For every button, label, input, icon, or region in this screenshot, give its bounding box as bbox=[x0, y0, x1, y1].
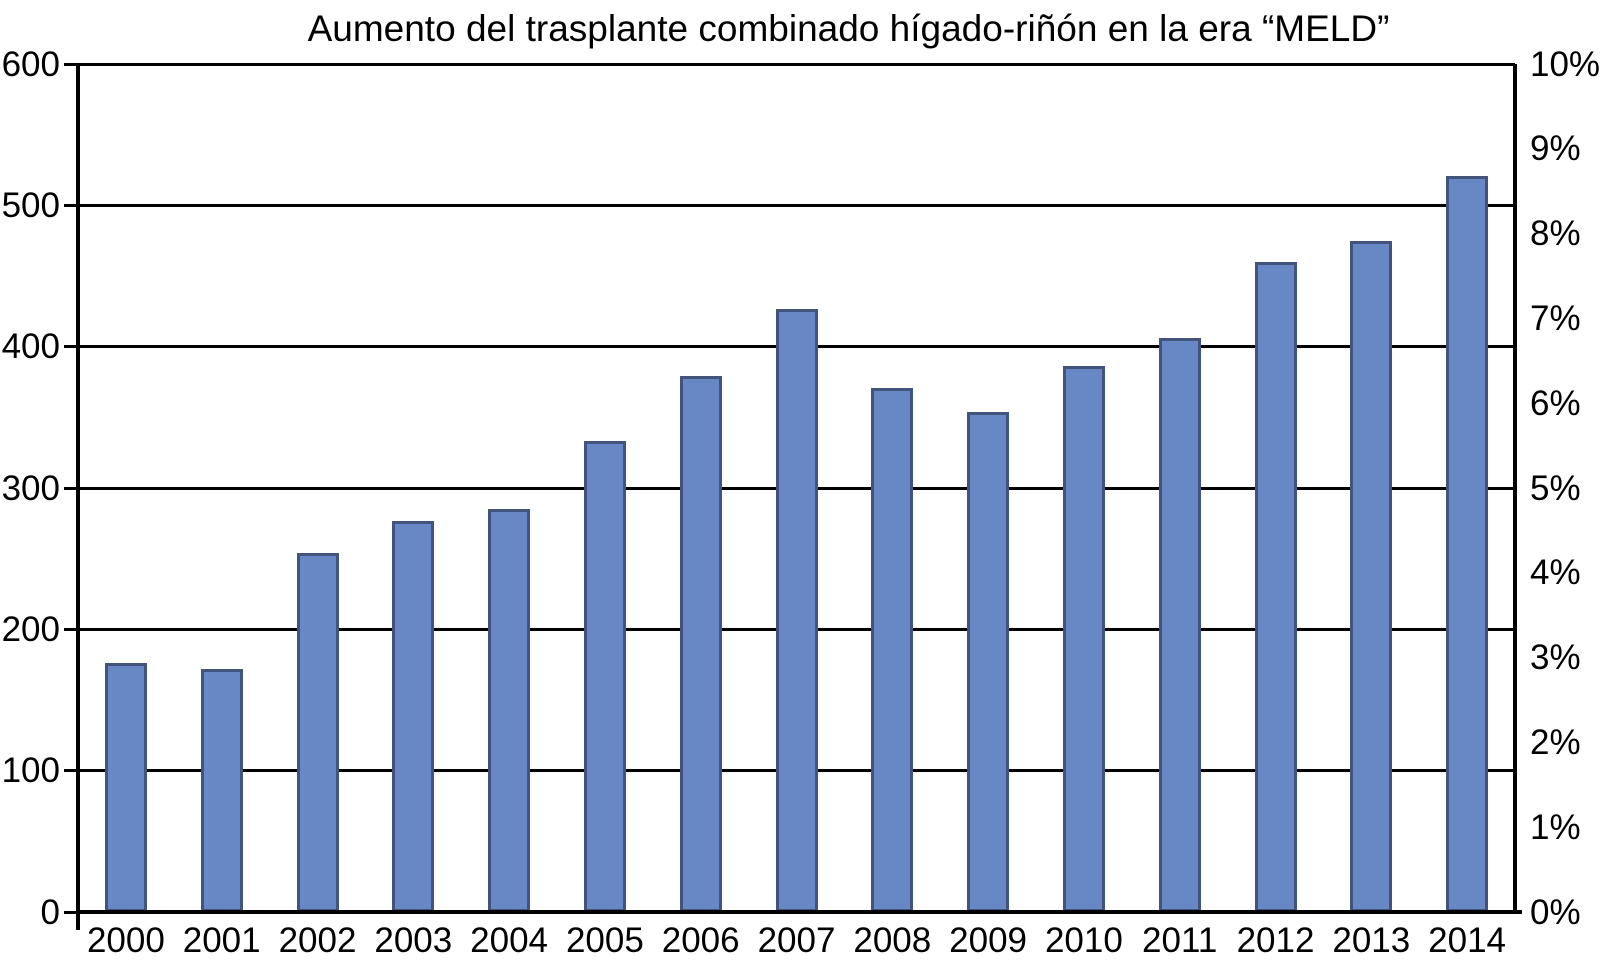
y-axis-tick-label-right: 9% bbox=[1530, 129, 1581, 169]
y-axis-tick-left bbox=[64, 627, 78, 631]
x-axis-tick-label: 2005 bbox=[565, 921, 644, 960]
bar-2011 bbox=[1158, 338, 1201, 912]
bar-2001 bbox=[200, 668, 243, 912]
x-axis-tick-label: 2012 bbox=[1236, 921, 1315, 960]
x-axis-tick-label: 2001 bbox=[182, 921, 261, 960]
x-axis-line bbox=[76, 910, 1522, 914]
y-axis-tick-left bbox=[64, 910, 78, 914]
y-axis-tick-label-right: 0% bbox=[1530, 892, 1581, 932]
y-axis-tick-label-right: 3% bbox=[1530, 638, 1581, 678]
bar-2006 bbox=[679, 376, 722, 912]
x-axis-tick-label: 2004 bbox=[470, 921, 549, 960]
bar-2005 bbox=[583, 441, 626, 912]
gridline bbox=[78, 62, 1515, 66]
x-axis-tick-label: 2002 bbox=[278, 921, 357, 960]
x-axis-tick-label: 2003 bbox=[374, 921, 453, 960]
bar-2003 bbox=[392, 520, 435, 912]
y-axis-tick-label-right: 1% bbox=[1530, 807, 1581, 847]
y-axis-tick-left bbox=[64, 203, 78, 207]
x-axis-tick-label: 2007 bbox=[757, 921, 836, 960]
y-axis-tick-label-left: 200 bbox=[1, 609, 60, 649]
y-axis-tick-label-right: 4% bbox=[1530, 553, 1581, 593]
y-axis-tick-label-left: 100 bbox=[1, 751, 60, 791]
bar-2000 bbox=[104, 663, 147, 912]
bar-2012 bbox=[1254, 261, 1297, 912]
y-axis-line-left bbox=[76, 64, 80, 930]
bar-2014 bbox=[1446, 175, 1489, 912]
y-axis-tick-label-left: 0 bbox=[40, 892, 60, 932]
bar-2004 bbox=[488, 509, 531, 912]
y-axis-tick-label-left: 300 bbox=[1, 468, 60, 508]
x-axis-tick-label: 2011 bbox=[1142, 921, 1218, 960]
gridline bbox=[78, 203, 1515, 207]
x-axis-tick-label: 2009 bbox=[949, 921, 1028, 960]
y-axis-tick-label-left: 600 bbox=[1, 44, 60, 84]
y-axis-tick-label-left: 500 bbox=[1, 185, 60, 225]
y-axis-tick-left bbox=[64, 345, 78, 349]
x-axis-tick-label: 2000 bbox=[86, 921, 165, 960]
y-axis-tick-label-right: 6% bbox=[1530, 383, 1581, 423]
plot-area bbox=[78, 62, 1515, 912]
bar-2013 bbox=[1350, 240, 1393, 912]
y-axis-line-right bbox=[1513, 64, 1517, 914]
x-axis-tick-label: 2008 bbox=[853, 921, 932, 960]
y-axis-tick-label-right: 2% bbox=[1530, 722, 1581, 762]
x-axis-tick-label: 2014 bbox=[1428, 921, 1507, 960]
y-axis-tick-left bbox=[64, 62, 78, 66]
y-axis-tick-label-right: 8% bbox=[1530, 214, 1581, 254]
chart-title: Aumento del trasplante combinado hígado-… bbox=[307, 8, 1390, 49]
y-axis-tick-left bbox=[64, 769, 78, 773]
x-axis-tick-label: 2013 bbox=[1332, 921, 1411, 960]
bar-2007 bbox=[775, 308, 818, 912]
bar-2009 bbox=[967, 411, 1010, 912]
y-axis-tick-left bbox=[64, 486, 78, 490]
bar-2008 bbox=[871, 387, 914, 912]
x-axis-tick-label: 2006 bbox=[661, 921, 740, 960]
x-axis-tick-label: 2010 bbox=[1044, 921, 1123, 960]
y-axis-tick-label-right: 10% bbox=[1530, 44, 1601, 84]
y-axis-tick-label-right: 7% bbox=[1530, 298, 1581, 338]
bar-2002 bbox=[296, 553, 339, 912]
y-axis-tick-label-left: 400 bbox=[1, 327, 60, 367]
bar-2010 bbox=[1062, 366, 1105, 912]
y-axis-tick-label-right: 5% bbox=[1530, 468, 1581, 508]
